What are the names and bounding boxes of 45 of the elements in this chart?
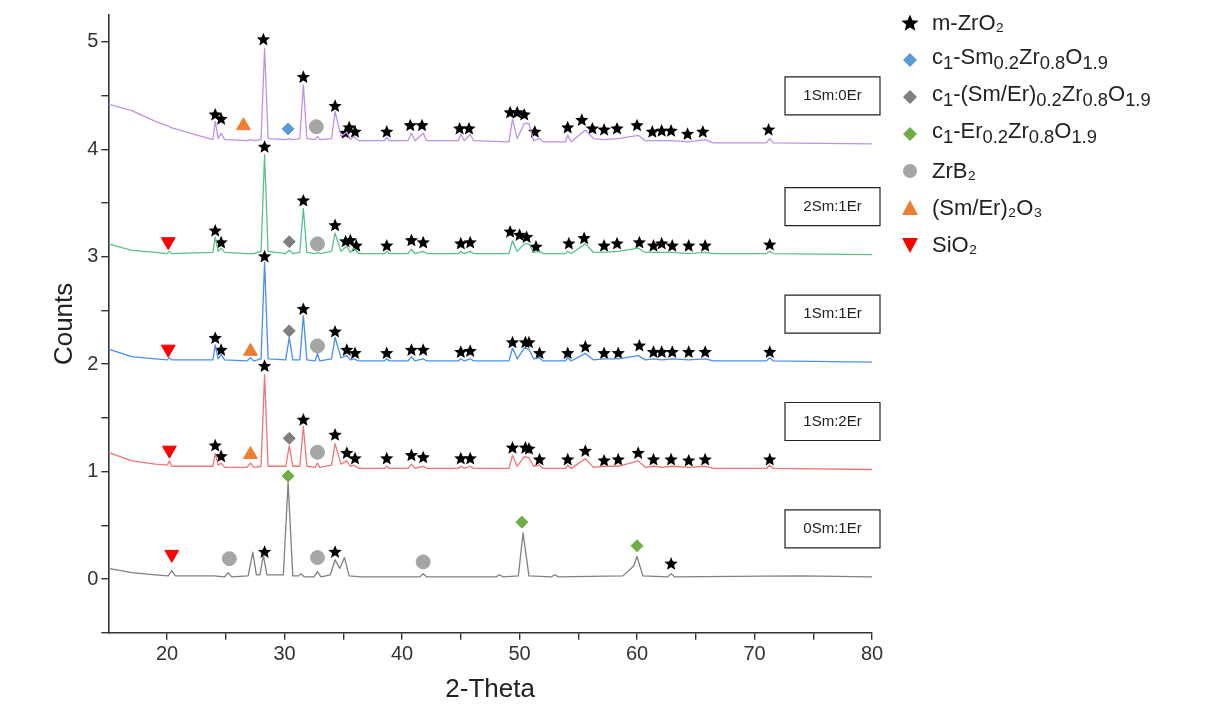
legend-label: c$_{1}$-Er$_{0.2}$Zr$_{0.8}$O$_{1.9}$ [932, 118, 1097, 149]
point [221, 551, 237, 567]
x-tick-label: 70 [743, 642, 766, 665]
y-axis-title: Counts [47, 282, 78, 366]
text: 2Sm:1Er [803, 196, 862, 214]
legend-label: m-ZrO₂ [932, 9, 1005, 36]
point [281, 469, 295, 483]
legend-label: c$_{1}$-Sm$_{0.2}$Zr$_{0.8}$O$_{1.9}$ [932, 44, 1108, 75]
point [282, 324, 296, 338]
legend-label: (Sm/Er)₂O₃ [932, 194, 1043, 221]
point [164, 549, 180, 563]
y-tick-label: 4 [87, 136, 99, 159]
legend-label: SiO₂ [932, 231, 978, 258]
y-tick-label: 0 [87, 566, 99, 589]
point [236, 117, 251, 131]
point [282, 235, 296, 249]
x-tick-label: 80 [860, 642, 884, 665]
point [308, 119, 324, 135]
point [415, 554, 431, 570]
x-tick-label: 20 [155, 642, 179, 665]
point [281, 122, 295, 136]
x-tick-label: 30 [273, 642, 296, 665]
y-tick-label: 3 [87, 244, 99, 267]
legend-label: c$_{1}$-(Sm/Er)$_{0.2}$Zr$_{0.8}$O$_{1.9}$ [932, 81, 1151, 112]
point [309, 338, 325, 354]
legend-label: ZrB₂ [932, 157, 976, 184]
y-tick-label: 5 [87, 29, 99, 52]
point [309, 444, 325, 460]
x-axis-title: 2-Theta [445, 672, 536, 703]
text: 1Sm:0Er [803, 86, 862, 104]
text: 1Sm:1Er [803, 304, 862, 322]
point [309, 236, 325, 252]
text: 1Sm:2Er [803, 411, 862, 429]
point [309, 550, 325, 566]
point [161, 445, 177, 459]
point [160, 344, 176, 358]
point [630, 539, 644, 553]
x-tick-label: 60 [625, 642, 649, 665]
y-tick-label: 1 [87, 459, 99, 482]
y-tick-label: 2 [87, 351, 99, 374]
text: 0Sm:1Er [803, 519, 862, 537]
x-tick-label: 40 [390, 642, 414, 665]
point [515, 515, 529, 529]
x-tick-label: 50 [508, 642, 531, 665]
point [282, 431, 296, 445]
